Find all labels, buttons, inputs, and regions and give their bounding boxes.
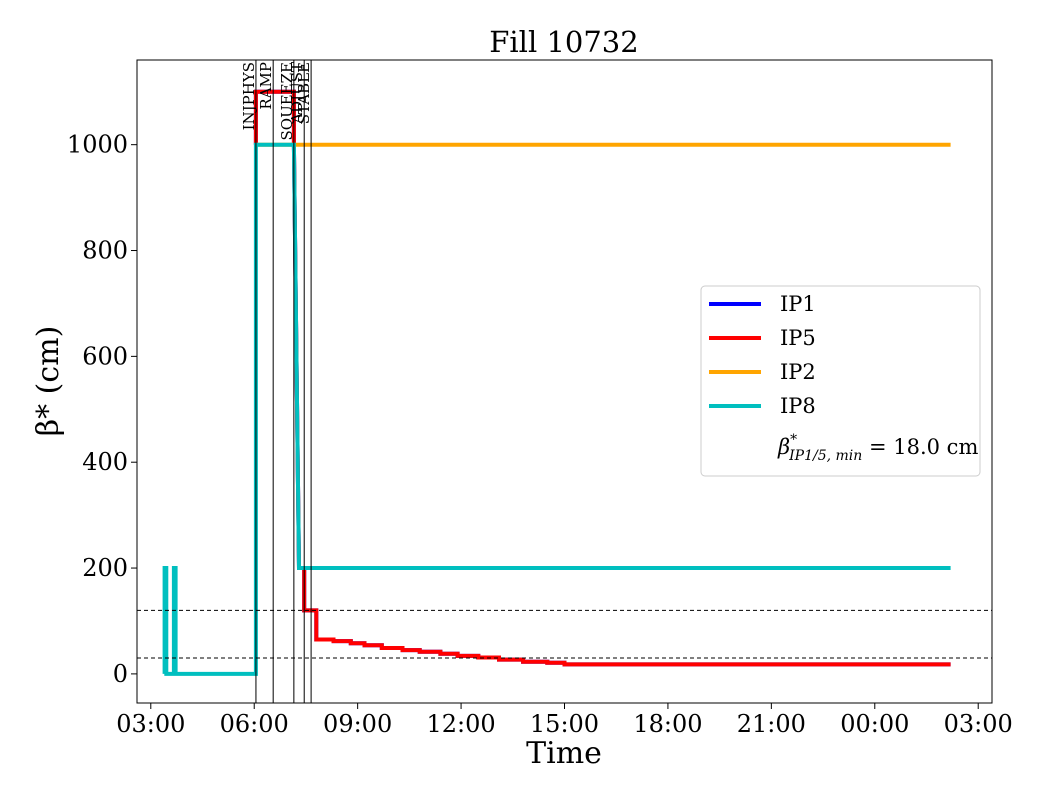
legend-entries: IP1 IP5 IP2 IP8 [709,292,816,418]
y-axis-ticks: 0 200 400 600 800 1000 [67,131,137,688]
y-tick-label: 200 [82,554,128,582]
chart-title: Fill 10732 [489,25,638,59]
phase-label-ramp: RAMP [257,62,275,110]
legend-box [700,285,981,477]
legend-note-rest: = 18.0 cm [862,435,978,459]
phase-label-injphys: INJPHYS [240,62,258,130]
x-tick-label: 03:00 [116,710,185,738]
x-axis-ticks: 03:00 06:00 09:00 12:00 15:00 18:00 21:00 00:00… [116,703,1013,738]
x-tick-label: 06:00 [220,710,289,738]
legend-label-ip8: IP8 [780,394,816,418]
x-tick-label: 21:00 [737,710,806,738]
y-tick-label: 800 [82,237,128,265]
x-tick-label: 00:00 [840,710,909,738]
y-tick-label: 600 [82,342,128,370]
legend-label-ip2: IP2 [780,360,816,384]
plot-content [137,60,992,703]
legend-label-ip5: IP5 [780,326,816,350]
x-tick-label: 18:00 [633,710,702,738]
legend-note-sup: * [790,432,797,448]
phase-label-adjust: ADJUST [288,62,306,125]
phase-label-stable: STABLE [295,62,313,124]
x-tick-label: 03:00 [944,710,1013,738]
x-tick-label: 09:00 [323,710,392,738]
x-tick-label: 12:00 [426,710,495,738]
legend: IP1 IP5 IP2 IP8 β* IP1/5, min = 18.0 cm [700,285,981,477]
y-tick-label: 400 [82,448,128,476]
legend-label-ip1: IP1 [780,292,816,316]
y-tick-label: 1000 [67,131,128,159]
x-tick-label: 15:00 [530,710,599,738]
y-tick-label: 0 [113,660,128,688]
legend-note-sub: IP1/5, min [788,448,862,464]
legend-note: β* IP1/5, min = 18.0 cm [777,432,978,464]
phase-label-squeeze: SQUEEZE [278,62,296,141]
y-axis-label: β* (cm) [31,326,66,437]
x-axis-label: Time [526,736,602,771]
legend-note-symbol: β [777,435,790,459]
